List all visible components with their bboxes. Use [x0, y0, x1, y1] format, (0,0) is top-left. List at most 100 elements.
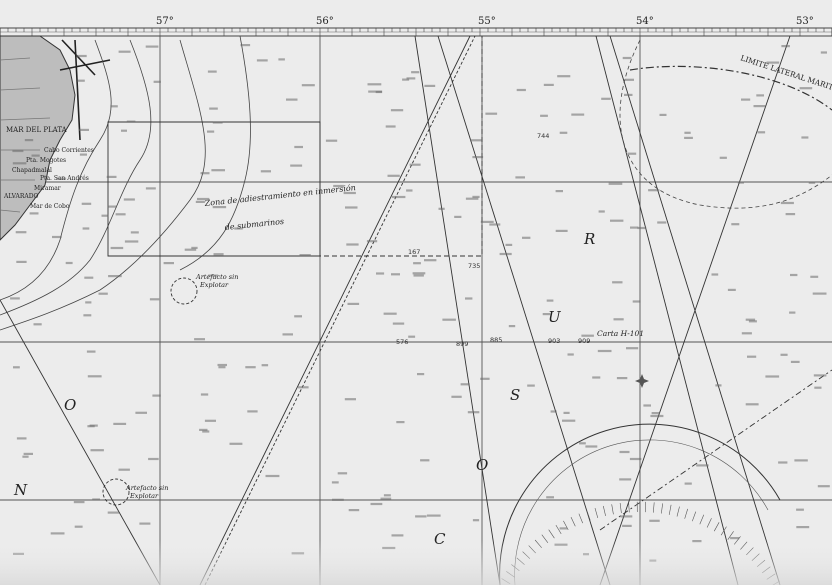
contour-value: 576 [396, 338, 408, 346]
sounding-mark [626, 347, 639, 350]
sounding-mark [366, 240, 378, 243]
contour-value: 903 [548, 337, 560, 345]
sounding-mark [801, 136, 809, 139]
sounding-mark [413, 274, 424, 277]
sounding-mark [817, 485, 830, 488]
sounding-mark [385, 125, 396, 128]
sounding-mark [559, 131, 568, 134]
sounding-mark [106, 175, 117, 178]
track-lines [0, 35, 832, 585]
sounding-mark [790, 360, 800, 363]
sounding-mark [121, 129, 127, 132]
sounding-mark [413, 262, 421, 265]
ordnance-label: Explotar [129, 492, 159, 500]
sounding-mark [489, 223, 501, 226]
sounding-mark [460, 383, 470, 386]
sounding-mark [790, 273, 798, 277]
sounding-mark [33, 323, 42, 326]
sounding-mark [124, 240, 139, 243]
contour-value: 885 [490, 336, 502, 344]
sounding-mark [12, 162, 27, 165]
sounding-mark [550, 410, 557, 413]
sounding-mark [92, 498, 100, 501]
sounding-mark [347, 302, 360, 305]
sounding-mark [747, 355, 757, 358]
sounding-mark [290, 164, 303, 167]
sounding-mark [345, 206, 358, 209]
sounding-mark [261, 364, 269, 367]
sounding-mark [731, 223, 740, 226]
sounding-mark [50, 532, 65, 535]
sounding-mark [108, 275, 122, 278]
sounding-mark [256, 59, 268, 62]
sounding-mark [380, 497, 392, 500]
sounding-mark [24, 139, 34, 142]
ocean-letter: U [548, 308, 562, 326]
sounding-mark [451, 395, 462, 398]
rose-tick [586, 510, 591, 521]
sounding-mark [367, 83, 382, 86]
sounding-mark [778, 461, 788, 464]
sounding-mark [505, 243, 513, 246]
sounding-mark [780, 353, 788, 356]
sounding-mark [234, 227, 243, 230]
sounding-mark [748, 320, 757, 323]
sounding-mark [200, 393, 209, 396]
sounding-mark [610, 219, 624, 222]
sounding-mark [82, 227, 90, 230]
sounding-mark [77, 79, 85, 82]
sounding-mark [619, 478, 632, 481]
sounding-mark [585, 445, 598, 448]
sounding-mark [387, 174, 400, 177]
sounding-mark [409, 163, 421, 166]
sounding-mark [331, 481, 339, 484]
sounding-mark [212, 121, 223, 124]
graticule [0, 36, 832, 585]
sounding-mark [454, 215, 462, 218]
sounding-mark [123, 198, 135, 201]
sounding-mark [208, 274, 219, 277]
coastline [0, 35, 111, 241]
sounding-mark [442, 318, 456, 321]
sounding-mark [619, 450, 630, 454]
sounding-mark [741, 98, 751, 101]
star-marker [635, 374, 649, 388]
sounding-mark [608, 182, 623, 185]
sounding-mark [391, 273, 400, 276]
ocean-lettering: R U S O C O N [13, 230, 595, 548]
sounding-mark [98, 292, 108, 295]
sounding-mark [546, 299, 554, 302]
rose-tick [548, 529, 555, 539]
sounding-mark [579, 442, 586, 445]
rose-tick [555, 524, 562, 535]
sounding-mark [785, 213, 796, 216]
sounding-mark [624, 93, 633, 96]
sounding-mark [148, 457, 159, 461]
sounding-mark [202, 430, 210, 433]
sounding-mark [622, 56, 632, 60]
sounding-mark [402, 78, 410, 81]
sounding-mark [282, 333, 293, 336]
place-name: MAR DEL PLATA [6, 126, 68, 134]
sounding-mark [13, 366, 20, 369]
sounding-mark [543, 83, 554, 86]
sounding-mark [499, 252, 512, 256]
sounding-mark [126, 120, 136, 123]
sounding-mark [406, 189, 413, 192]
sounding-mark [149, 298, 160, 301]
sounding-mark [684, 136, 693, 139]
place-name: Chapadmalal [12, 167, 52, 174]
rose-tick [563, 520, 569, 531]
sounding-mark [737, 181, 744, 184]
sounding-mark [85, 301, 92, 304]
sounding-mark [472, 519, 480, 522]
sounding-mark [420, 459, 430, 462]
carta-label: Carta H-101 [597, 329, 644, 338]
sounding-mark [650, 414, 664, 418]
sounding-mark [333, 184, 344, 188]
rose-tick [706, 518, 712, 528]
sounding-mark [391, 534, 404, 537]
sounding-mark [217, 363, 227, 367]
sounding-mark [194, 338, 205, 341]
